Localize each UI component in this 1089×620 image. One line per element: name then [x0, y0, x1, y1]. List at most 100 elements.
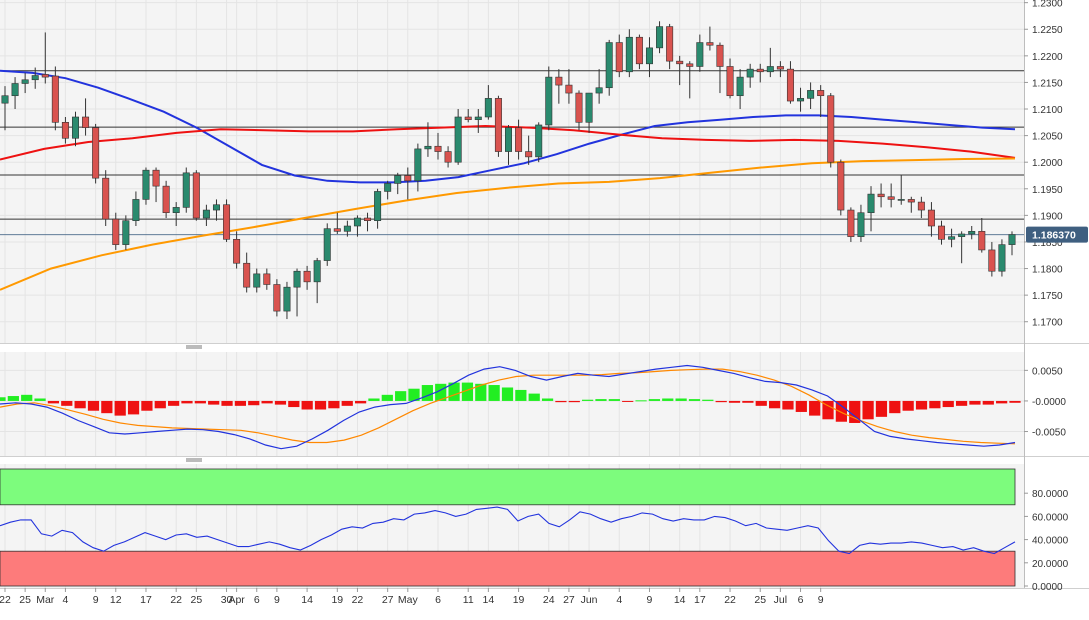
candle-body: [122, 220, 130, 245]
candle-body: [917, 201, 925, 211]
candle-body: [877, 193, 885, 198]
candle-body: [41, 74, 49, 78]
candle-body: [786, 68, 794, 102]
candle-body: [474, 116, 482, 120]
panel-separator: [0, 343, 1089, 352]
macd-histogram-bar: [168, 400, 180, 406]
x-tick-label: Jun: [581, 594, 598, 606]
x-tick-label: 14: [301, 594, 313, 606]
macd-histogram-bar: [582, 399, 594, 401]
candle-body: [374, 191, 382, 221]
candle-body: [575, 92, 583, 123]
macd-histogram-bar: [969, 400, 981, 405]
x-tick-label: 9: [93, 594, 99, 606]
macd-histogram-bar: [314, 400, 327, 410]
macd-histogram-bar: [942, 400, 954, 408]
macd-histogram-bar: [234, 400, 247, 406]
candle-body: [766, 66, 774, 73]
macd-signal-line: [0, 368, 1016, 445]
x-tick-label: 9: [647, 594, 653, 606]
candle-body: [394, 175, 402, 184]
macd-histogram-bar: [475, 383, 487, 401]
candle-body: [112, 218, 120, 245]
candle-body: [152, 169, 160, 187]
candle-body: [887, 196, 895, 200]
candle-body: [585, 92, 593, 123]
macd-histogram-bar: [301, 400, 313, 410]
macd-histogram-bar: [862, 400, 874, 420]
y-tick-label: 1.1700: [1032, 318, 1063, 329]
x-tick-label: 25: [190, 594, 202, 606]
y-tick-label: 1.2150: [1032, 78, 1063, 89]
y-tick-label: -0.0000: [1032, 397, 1066, 408]
macd-histogram-bar: [101, 400, 113, 414]
macd-histogram-bar: [835, 400, 847, 422]
y-tick-label: 1.2300: [1032, 0, 1063, 10]
macd-histogram-bar: [328, 400, 340, 409]
macd-histogram-bar: [715, 400, 727, 403]
macd-histogram-bar: [809, 400, 821, 416]
rsi-panel[interactable]: 80.0000 60.0000 40.0000 20.0000 0.0000: [0, 468, 1069, 593]
macd-panel[interactable]: 0.0050 -0.0000 -0.0050: [0, 364, 1066, 450]
x-tick-label: 6: [798, 594, 804, 606]
x-tick-label: 9: [274, 594, 280, 606]
x-tick-label: 11: [463, 594, 474, 606]
candle-body: [595, 87, 603, 94]
y-tick-label: 80.0000: [1032, 489, 1069, 500]
macd-histogram-bar: [194, 400, 206, 404]
candle-body: [162, 185, 170, 214]
macd-histogram-bar: [114, 400, 126, 416]
macd-histogram-bar: [688, 399, 701, 401]
candle-body: [746, 68, 754, 78]
x-tick-label: 22: [170, 594, 182, 606]
macd-histogram-bar: [421, 385, 433, 401]
macd-histogram-bar: [368, 398, 380, 401]
x-tick-label: Apr: [228, 594, 245, 606]
candle-body: [837, 161, 845, 211]
macd-histogram-bar: [528, 393, 540, 401]
x-tick-label: 17: [694, 594, 706, 606]
candle-body: [716, 44, 724, 67]
candle-body: [343, 225, 351, 232]
macd-histogram-bar: [996, 400, 1008, 404]
y-tick-label: 40.0000: [1032, 536, 1069, 547]
candle-body: [71, 116, 79, 139]
moving-average-line: [0, 124, 1016, 161]
macd-histogram-bar: [889, 400, 901, 414]
macd-histogram-bar: [47, 400, 60, 404]
macd-histogram-bar: [488, 385, 500, 401]
candle-body: [494, 98, 502, 152]
macd-histogram-bar: [648, 399, 661, 401]
candle-body: [21, 79, 29, 84]
x-tick-label: 12: [110, 594, 122, 606]
candle-body: [1008, 234, 1016, 245]
candle-body: [615, 42, 623, 73]
candle-body: [605, 42, 613, 89]
candle-body: [807, 90, 815, 99]
candle-body: [303, 270, 311, 283]
x-tick-label: 22: [352, 594, 364, 606]
candle-body: [333, 228, 341, 232]
candle-body: [384, 183, 392, 192]
moving-average-line: [0, 69, 1016, 184]
macd-histogram-bar: [21, 394, 33, 401]
candle-body: [102, 177, 110, 220]
rsi-line: [0, 506, 1016, 555]
y-tick-label: 1.2100: [1032, 105, 1063, 116]
candle-body: [243, 262, 251, 288]
candle-body: [968, 231, 976, 235]
x-tick-label: 17: [140, 594, 152, 606]
candle-body: [454, 116, 462, 163]
macd-histogram-bar: [742, 400, 754, 403]
candle-body: [867, 193, 875, 214]
candle-body: [273, 284, 281, 312]
macd-histogram-bar: [448, 382, 460, 401]
candle-body: [444, 151, 452, 163]
candle-body: [202, 209, 210, 219]
x-tick-label: 25: [19, 594, 31, 606]
y-tick-label: 1.2250: [1032, 25, 1063, 36]
macd-histogram-bar: [768, 400, 781, 409]
last-price-badge: [1026, 226, 1088, 243]
oversold-zone: [0, 550, 1016, 587]
